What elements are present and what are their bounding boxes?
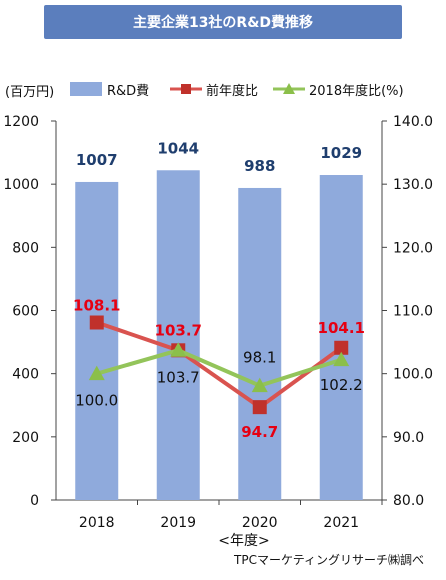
base2018-value-label: 98.1 [243, 349, 276, 367]
legend-swatch-rd [70, 82, 102, 96]
y-left-tick-label: 800 [12, 240, 39, 256]
x-tick-label: 2020 [242, 515, 278, 531]
yoy-value-label: 108.1 [73, 297, 120, 315]
x-tick-label: 2018 [79, 515, 115, 531]
bar-rd-2019 [156, 170, 200, 500]
marker-yoy-2020 [252, 400, 267, 415]
base2018-value-label: 102.2 [320, 376, 363, 394]
y-right-tick-label: 100.0 [393, 367, 433, 383]
base2018-value-label: 103.7 [157, 368, 200, 386]
source-note: TPCマーケティングリサーチ㈱調べ [234, 553, 424, 567]
line-base2018 [96, 348, 342, 388]
marker-base2018-2021 [333, 351, 350, 367]
yoy-value-label: 103.7 [155, 321, 202, 339]
marker-base2018-2018 [88, 365, 105, 381]
y-right-tick-label: 130.0 [393, 177, 433, 193]
y-left-tick-label: 600 [12, 304, 39, 320]
y-axis-unit-label: (百万円) [5, 85, 54, 100]
x-tick-label: 2019 [160, 515, 196, 531]
y-left-tick-label: 1200 [3, 114, 39, 130]
legend-marker-yoy [181, 84, 191, 94]
legend-label-yoy: 前年度比 [206, 83, 258, 99]
y-right-tick-label: 80.0 [393, 493, 424, 509]
bar-rd-2018 [75, 181, 119, 501]
legend-marker-base2018 [283, 83, 295, 94]
marker-base2018-2019 [170, 342, 187, 357]
marker-yoy-2021 [334, 340, 349, 355]
y-right-tick-label: 120.0 [393, 240, 433, 256]
y-left-tick-label: 0 [30, 493, 39, 509]
bar-value-label: 1044 [157, 139, 199, 157]
base2018-value-label: 100.0 [75, 392, 118, 410]
y-left-tick-label: 400 [12, 367, 39, 383]
legend-label-rd: R&D費 [107, 84, 149, 99]
line-yoy [96, 320, 343, 410]
legend-label-base2018: 2018年度比(%) [309, 83, 404, 99]
marker-yoy-2018 [89, 315, 104, 330]
bar-value-label: 1029 [320, 144, 362, 162]
y-right-tick-label: 140.0 [393, 114, 433, 130]
marker-base2018-2020 [251, 377, 268, 393]
y-right-tick-label: 90.0 [393, 430, 424, 446]
y-left-tick-label: 1000 [3, 177, 39, 193]
bar-rd-2021 [319, 175, 363, 500]
y-right-tick-label: 110.0 [393, 304, 433, 320]
yoy-value-label: 94.7 [241, 423, 278, 441]
bar-value-label: 1007 [76, 151, 118, 169]
x-axis-title: <年度> [218, 533, 269, 549]
chart-title: 主要企業13社のR&D費推移 [44, 5, 402, 39]
bar-rd-2020 [238, 187, 282, 500]
yoy-value-label: 104.1 [318, 319, 365, 337]
x-tick-label: 2021 [323, 515, 359, 531]
bar-value-label: 988 [244, 157, 275, 175]
y-left-tick-label: 200 [12, 430, 39, 446]
